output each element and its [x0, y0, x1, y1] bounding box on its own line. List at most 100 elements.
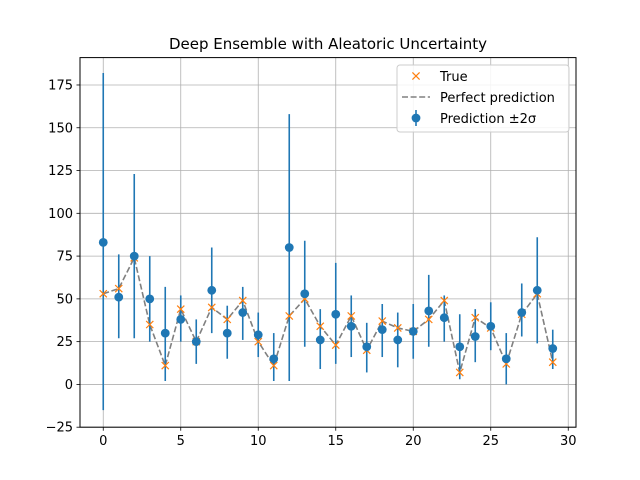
prediction-point	[207, 285, 217, 295]
true-point-stroke	[548, 358, 557, 367]
x-tick-label: 25	[482, 434, 499, 449]
true-point	[331, 341, 340, 350]
prediction-point	[269, 354, 279, 364]
legend-true-marker	[411, 71, 421, 81]
prediction-point	[176, 315, 186, 324]
prediction-point	[532, 285, 542, 295]
prediction-point	[408, 326, 418, 336]
prediction-point	[300, 289, 310, 299]
true-point-stroke	[269, 361, 278, 370]
prediction-point	[98, 238, 108, 247]
true-point	[471, 313, 480, 322]
legend-true-label: True	[439, 70, 468, 85]
prediction-markers	[98, 238, 558, 364]
y-tick-label: 50	[56, 292, 73, 307]
true-point	[347, 311, 356, 321]
true-point-stroke	[114, 284, 123, 293]
true-markers	[99, 253, 557, 377]
true-point	[176, 305, 185, 314]
prediction-point	[160, 328, 170, 338]
axes-frame	[79, 57, 577, 428]
prediction-point	[486, 321, 496, 331]
x-tick-label: 0	[99, 434, 107, 449]
prediction-point	[548, 344, 558, 353]
true-point	[548, 358, 557, 367]
x-tick-label: 15	[327, 434, 344, 449]
legend: True Perfect prediction Prediction ±2σ	[396, 64, 570, 133]
prediction-point	[222, 328, 232, 338]
prediction-point	[517, 308, 527, 317]
prediction-point	[114, 292, 124, 302]
x-tick-label: 5	[177, 434, 185, 449]
prediction-point	[129, 251, 139, 261]
true-point-stroke	[440, 296, 449, 305]
true-point-stroke	[316, 322, 325, 331]
legend-perfect-label: Perfect prediction	[440, 91, 555, 106]
prediction-point	[470, 332, 480, 341]
true-point-stroke	[223, 315, 232, 324]
true-point	[424, 315, 433, 324]
prediction-point	[501, 354, 511, 364]
true-point-stroke	[161, 361, 170, 370]
x-tick-label: 10	[250, 434, 267, 449]
true-point-stroke	[176, 305, 185, 314]
legend-box	[396, 64, 570, 133]
x-tick-label: 30	[560, 434, 577, 449]
prediction-point	[191, 337, 201, 347]
true-point	[455, 368, 464, 377]
true-point-stroke	[254, 337, 263, 346]
true-point	[145, 320, 154, 329]
true-point	[99, 289, 108, 298]
true-point	[316, 322, 325, 331]
prediction-point	[315, 335, 325, 345]
true-point-stroke	[424, 315, 433, 324]
prediction-point	[284, 243, 294, 252]
true-point	[269, 361, 278, 370]
prediction-point	[455, 342, 465, 352]
legend-prediction-label: Prediction ±2σ	[440, 112, 536, 127]
prediction-point	[238, 308, 248, 317]
prediction-point	[424, 306, 434, 316]
true-point	[440, 296, 449, 305]
x-axis: 0 5 10 15 20 25 30	[99, 427, 577, 449]
true-point	[393, 323, 402, 332]
true-point-stroke	[285, 311, 294, 321]
true-point-stroke	[347, 311, 356, 321]
y-tick-label: 75	[56, 250, 73, 265]
prediction-point	[253, 330, 263, 340]
prediction-point	[377, 325, 387, 335]
true-point	[254, 337, 263, 346]
perfect-prediction-path	[102, 255, 554, 373]
true-point	[285, 311, 294, 321]
y-tick-label: 125	[48, 164, 73, 179]
true-point-stroke	[378, 317, 387, 326]
y-tick-label: 25	[56, 335, 73, 350]
prediction-point	[331, 309, 341, 319]
true-point	[114, 284, 123, 293]
y-tick-label: −25	[46, 421, 73, 436]
prediction-point	[346, 321, 356, 331]
true-point	[378, 317, 387, 326]
legend-prediction-marker	[411, 113, 421, 123]
prediction-point	[439, 313, 449, 323]
true-point-stroke	[238, 296, 247, 305]
legend-true-stroke	[411, 71, 421, 81]
perfect-prediction-line	[102, 255, 554, 373]
y-tick-label: 100	[48, 207, 73, 222]
prediction-point	[145, 294, 155, 304]
chart-title: Deep Ensemble with Aleatoric Uncertainty	[169, 35, 487, 53]
true-point	[238, 296, 247, 305]
true-point	[207, 303, 216, 312]
x-tick-label: 20	[405, 434, 422, 449]
y-axis: −25 0 25 50 75 100 125 150 175	[46, 78, 80, 436]
true-point-stroke	[207, 303, 216, 312]
true-point-stroke	[99, 289, 108, 298]
true-point	[161, 361, 170, 370]
y-tick-label: 150	[48, 121, 73, 136]
true-point-stroke	[145, 320, 154, 329]
true-point-stroke	[455, 368, 464, 377]
y-tick-label: 0	[65, 378, 73, 393]
true-point-stroke	[331, 341, 340, 350]
true-point-stroke	[393, 323, 402, 332]
